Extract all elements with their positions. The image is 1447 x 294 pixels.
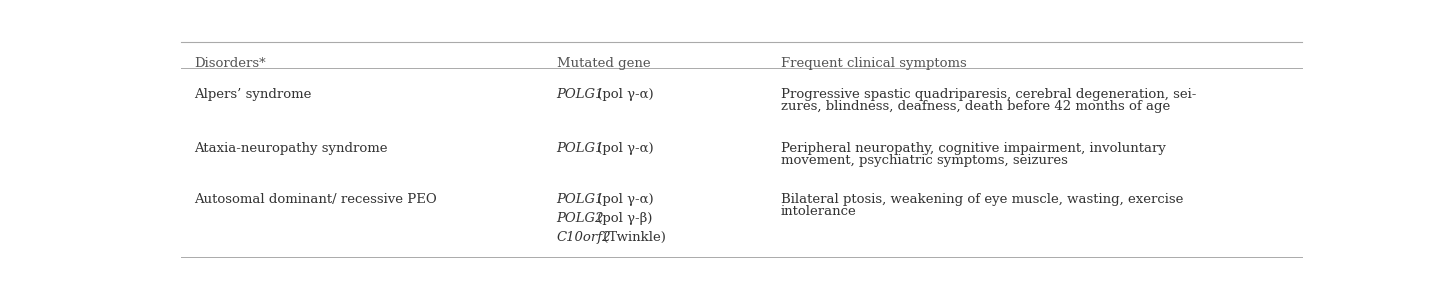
Text: POLG2: POLG2	[557, 212, 603, 225]
Text: Progressive spastic quadriparesis, cerebral degeneration, sei-: Progressive spastic quadriparesis, cereb…	[781, 88, 1197, 101]
Text: POLG1: POLG1	[557, 193, 603, 206]
Text: (Twinkle): (Twinkle)	[599, 231, 666, 244]
Text: Disorders*: Disorders*	[194, 57, 266, 70]
Text: Alpers’ syndrome: Alpers’ syndrome	[194, 88, 311, 101]
Text: Autosomal dominant/ recessive PEO: Autosomal dominant/ recessive PEO	[194, 193, 437, 206]
Text: POLG1: POLG1	[557, 141, 603, 155]
Text: Peripheral neuropathy, cognitive impairment, involuntary: Peripheral neuropathy, cognitive impairm…	[781, 141, 1166, 155]
Text: movement, psychiatric symptoms, seizures: movement, psychiatric symptoms, seizures	[781, 154, 1068, 167]
Text: (pol γ-α): (pol γ-α)	[593, 88, 654, 101]
Text: Frequent clinical symptoms: Frequent clinical symptoms	[781, 57, 967, 70]
Text: Bilateral ptosis, weakening of eye muscle, wasting, exercise: Bilateral ptosis, weakening of eye muscl…	[781, 193, 1184, 206]
Text: intolerance: intolerance	[781, 206, 857, 218]
Text: (pol γ-α): (pol γ-α)	[593, 193, 654, 206]
Text: Ataxia-neuropathy syndrome: Ataxia-neuropathy syndrome	[194, 141, 388, 155]
Text: C10orf2: C10orf2	[557, 231, 611, 244]
Text: (pol γ-β): (pol γ-β)	[593, 212, 653, 225]
Text: (pol γ-α): (pol γ-α)	[593, 141, 654, 155]
Text: POLG1: POLG1	[557, 88, 603, 101]
Text: Mutated gene: Mutated gene	[557, 57, 650, 70]
Text: zures, blindness, deafness, death before 42 months of age: zures, blindness, deafness, death before…	[781, 100, 1171, 113]
